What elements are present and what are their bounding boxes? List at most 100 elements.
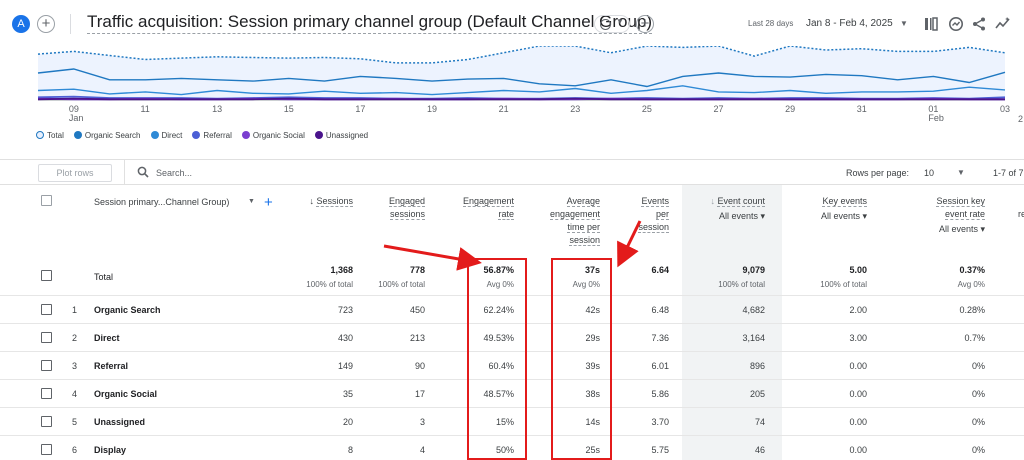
share-icon[interactable] (971, 16, 987, 32)
rows-per-page-select[interactable]: 10 (924, 168, 935, 178)
trend-spark-icon[interactable] (995, 16, 1011, 32)
metric-value: 60.4% (488, 361, 514, 371)
column-header-engaged[interactable]: Engaged sessions (345, 195, 425, 221)
toolbar-divider (124, 160, 125, 185)
channel-name[interactable]: Unassigned (94, 417, 146, 427)
column-header-line: Average (520, 195, 600, 208)
compare-icon[interactable] (923, 16, 939, 32)
metric-value: 0% (971, 361, 985, 371)
row-divider (0, 407, 1024, 408)
annotation-box-engagement-rate (467, 258, 527, 460)
metric-value: 3.00 (849, 333, 867, 343)
legend-item-referral[interactable]: Referral (192, 130, 232, 140)
total-value: 778 (409, 265, 425, 275)
add-comparison-button[interactable]: + (37, 15, 55, 33)
insights-icon[interactable] (948, 16, 964, 32)
row-checkbox[interactable] (41, 332, 52, 343)
row-index: 5 (72, 417, 78, 427)
report-status-dropdown[interactable]: ▼ (594, 15, 630, 33)
total-value: 0.37% (959, 265, 985, 275)
column-header-line: ↓ Sessions (273, 195, 353, 208)
event-selector-dropdown[interactable]: All events ▾ (938, 224, 985, 234)
account-avatar[interactable]: A (12, 15, 30, 33)
row-checkbox[interactable] (41, 416, 52, 427)
x-tick-label: 13 (212, 104, 223, 114)
row-index: 1 (72, 305, 78, 315)
date-range-value[interactable]: Jan 8 - Feb 4, 2025 (806, 18, 893, 29)
dimension-dropdown-icon[interactable]: ▼ (248, 198, 255, 205)
legend-item-total[interactable]: Total (36, 131, 64, 140)
page-title[interactable]: Traffic acquisition: Session primary cha… (87, 12, 653, 34)
search-input[interactable] (156, 165, 356, 180)
channel-name[interactable]: Organic Search (94, 305, 161, 315)
column-header-text: Average (566, 196, 600, 207)
total-row-checkbox[interactable] (41, 270, 52, 281)
row-checkbox[interactable] (41, 444, 52, 455)
total-row-label: Total (94, 272, 114, 282)
metric-value: 0.00 (849, 445, 867, 455)
column-header-eps[interactable]: Events per session (589, 195, 669, 234)
column-header-eventcount[interactable]: ↓ Event count All events ▾ (685, 195, 765, 223)
x-tick-label: 17 (355, 104, 366, 114)
select-all-checkbox[interactable] (41, 195, 52, 206)
date-range-dropdown-icon[interactable]: ▼ (900, 19, 908, 28)
dimension-header[interactable]: Session primary...Channel Group) (94, 197, 230, 207)
channel-name[interactable]: Organic Social (94, 389, 158, 399)
column-header-text: session (569, 235, 600, 246)
column-header-keyevents[interactable]: Key events All events ▾ (787, 195, 867, 223)
legend-label: Unassigned (325, 130, 369, 140)
channel-name[interactable]: Display (94, 445, 127, 455)
metric-value: 8 (347, 445, 353, 455)
column-header-engrate[interactable]: Engagement rate (434, 195, 514, 221)
series-line-unassigned (37, 97, 1005, 101)
legend-swatch (314, 131, 323, 139)
row-checkbox[interactable] (41, 388, 52, 399)
x-tick-label: 23 (570, 104, 581, 114)
row-checkbox[interactable] (41, 360, 52, 371)
channel-name[interactable]: Direct (94, 333, 120, 343)
legend-label: Referral (203, 130, 232, 140)
add-report-button[interactable]: + (636, 15, 654, 33)
add-dimension-button[interactable]: + (264, 194, 273, 211)
legend-item-direct[interactable]: Direct (150, 130, 183, 140)
column-header-line: per (589, 208, 669, 221)
x-tick-label: 21 (498, 104, 509, 114)
metric-value: 46 (754, 445, 765, 455)
series-line-direct (37, 85, 1006, 96)
event-selector-dropdown[interactable]: All events ▾ (718, 211, 765, 221)
column-header-line: sessions (345, 208, 425, 221)
column-header-line: ↓ Event count (685, 195, 765, 208)
row-divider (0, 323, 1024, 324)
total-subtext: 100% of total (306, 280, 353, 289)
metric-value: 0.00 (849, 389, 867, 399)
row-index: 6 (72, 445, 78, 455)
column-header-sessions[interactable]: ↓ Sessions (273, 195, 353, 208)
legend-item-unassigned[interactable]: Unassigned (314, 130, 369, 140)
metric-value: 0.7% (964, 333, 985, 343)
plot-rows-button[interactable]: Plot rows (38, 164, 112, 182)
row-checkbox[interactable] (41, 304, 52, 315)
metric-value: 205 (749, 389, 765, 399)
channel-name[interactable]: Referral (94, 361, 129, 371)
legend-swatch (36, 131, 44, 139)
date-range-label: Last 28 days (748, 19, 794, 28)
row-index: 3 (72, 361, 78, 371)
trend-chart-plot (37, 46, 1006, 101)
metric-value: 3.70 (651, 417, 669, 427)
column-header-line: Engagement (434, 195, 514, 208)
metric-value: 49.53% (483, 333, 514, 343)
sort-arrow-icon: ↓ (710, 196, 718, 206)
column-header-avgtime[interactable]: Average engagement time per session (520, 195, 600, 247)
column-header-text: rate (498, 209, 514, 220)
search-icon (137, 166, 149, 178)
column-header-skrate[interactable]: Session key event rate All events ▾ (905, 195, 985, 236)
column-header-line: Engaged (345, 195, 425, 208)
legend-label: Direct (161, 130, 183, 140)
legend-item-organic-search[interactable]: Organic Search (73, 131, 141, 140)
rows-per-page-dropdown-icon[interactable]: ▼ (957, 168, 965, 177)
trend-chart: 09 Jan 11 13 15 17 19 21 23 25 27 29 31 01 Feb 03 2 (0, 46, 1024, 126)
legend-item-organic-social[interactable]: Organic Social (241, 131, 305, 140)
event-selector-dropdown[interactable]: All events ▾ (820, 211, 867, 221)
metric-value: 3,164 (742, 333, 765, 343)
row-divider (0, 435, 1024, 436)
